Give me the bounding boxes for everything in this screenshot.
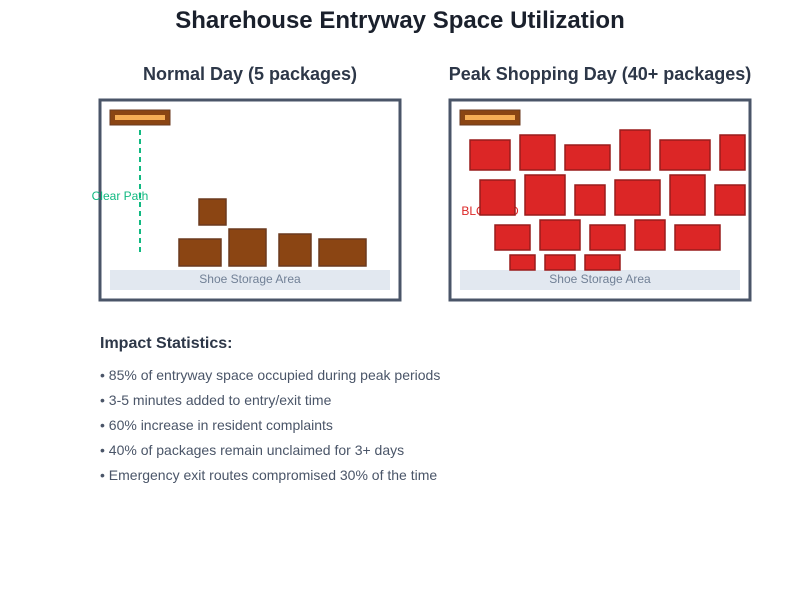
normal-door-mat-stripe (115, 115, 165, 120)
peak-package (584, 254, 621, 271)
peak-package (619, 129, 651, 171)
statistic-item: • Emergency exit routes compromised 30% … (100, 467, 438, 483)
peak-package (589, 224, 626, 251)
normal-day-panel: Shoe Storage Area Clear Path (92, 98, 402, 302)
peak-package (469, 139, 511, 171)
impact-statistics-list: • 85% of entryway space occupied during … (100, 366, 440, 491)
peak-package (674, 224, 721, 251)
peak-package (574, 184, 606, 216)
impact-statistics-heading: Impact Statistics: (100, 335, 233, 352)
normal-shoe-storage-label: Shoe Storage Area (199, 272, 301, 286)
peak-package (539, 219, 581, 251)
clear-path-label: Clear Path (92, 189, 149, 203)
peak-package (564, 144, 611, 171)
peak-package (634, 219, 666, 251)
peak-package (714, 184, 746, 216)
normal-package (178, 238, 222, 267)
peak-package (519, 134, 556, 171)
normal-day-title: Normal Day (5 packages) (142, 64, 358, 84)
normal-package (318, 238, 367, 267)
peak-package (659, 139, 711, 171)
peak-door-mat-stripe (465, 115, 515, 120)
statistic-item: • 85% of entryway space occupied during … (100, 367, 441, 383)
peak-shoe-storage-label: Shoe Storage Area (549, 272, 651, 286)
statistic-item: • 40% of packages remain unclaimed for 3… (100, 442, 405, 458)
peak-package (719, 134, 746, 171)
peak-day-title: Peak Shopping Day (40+ packages) (448, 64, 752, 84)
peak-package (524, 174, 566, 216)
peak-package (669, 174, 706, 216)
peak-package (494, 224, 531, 251)
statistic-item: • 60% increase in resident complaints (100, 417, 333, 433)
normal-package (228, 228, 267, 267)
diagram-title: Sharehouse Entryway Space Utilization (175, 7, 625, 34)
peak-shoe-storage-area (460, 270, 740, 290)
peak-package (614, 179, 661, 216)
statistic-item: • 3-5 minutes added to entry/exit time (100, 392, 332, 408)
peak-package (544, 254, 576, 271)
normal-package (198, 198, 227, 226)
normal-package (278, 233, 312, 267)
peak-package (509, 254, 536, 271)
peak-package (479, 179, 516, 216)
normal-shoe-storage-area (110, 270, 390, 290)
peak-day-panel: BLOCKED Shoe Storage Area (448, 98, 752, 302)
